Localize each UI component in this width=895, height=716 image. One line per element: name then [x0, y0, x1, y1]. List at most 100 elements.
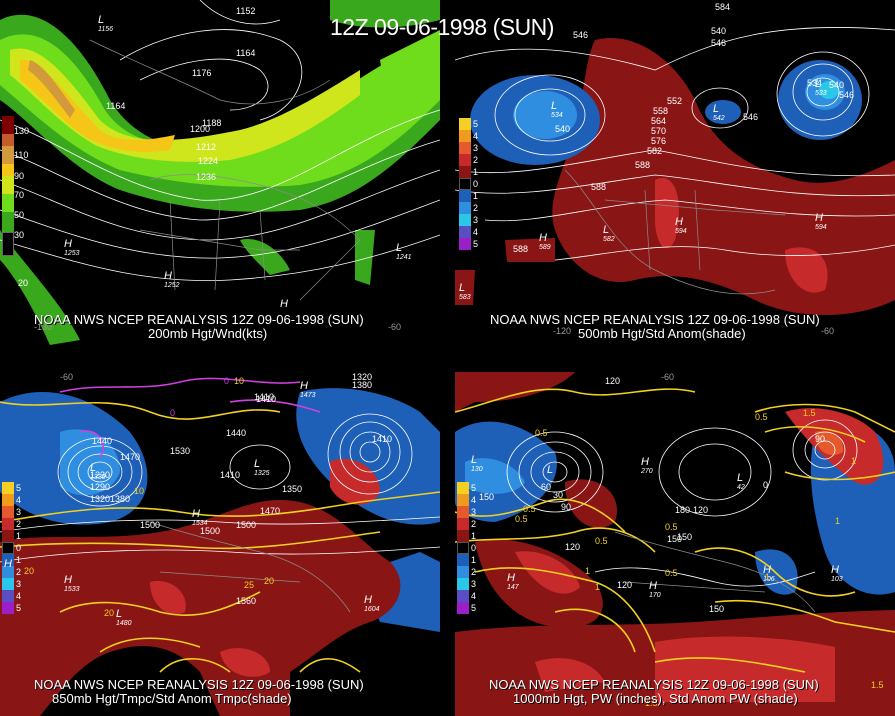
anomaly-legend-neg2: 2	[473, 203, 479, 213]
contour-label: 1470	[120, 452, 141, 462]
contour-label: 1380	[110, 494, 131, 504]
high-pressure-center: H 1253	[64, 238, 80, 257]
temperature-label: 20	[264, 576, 275, 586]
anomaly-colorbar	[459, 118, 471, 250]
contour-label: 30	[553, 490, 564, 500]
anomaly-legend-5: 5	[16, 483, 22, 493]
contour-label: 1236	[196, 172, 217, 182]
panel-credit: NOAA NWS NCEP REANALYSIS 12Z 09-06-1998 …	[34, 312, 364, 327]
contour-label: 534	[807, 78, 823, 88]
anomaly-legend-neg2: 2	[471, 567, 477, 577]
contour-label: 1320	[90, 494, 111, 504]
anomaly-legend-2: 2	[471, 519, 477, 529]
contour-label: 1320	[352, 372, 373, 382]
panel-200mb: 130 110 90 70 50 30 1152 1164 1176 1164 …	[0, 0, 440, 345]
wind-legend-70: 70	[14, 190, 25, 200]
contour-label: 1176	[192, 68, 212, 78]
anomaly-legend-3: 3	[473, 143, 479, 153]
contour-label: 1230	[90, 470, 111, 480]
contour-label: 150	[677, 532, 693, 542]
temperature-label: 20	[24, 566, 35, 576]
contour-label: 120	[605, 376, 621, 386]
pw-label: 1	[765, 572, 771, 582]
high-pressure-center: H	[280, 298, 288, 310]
anomaly-legend-neg5: 5	[16, 603, 22, 613]
pw-label: 0.5	[523, 504, 536, 514]
high-pressure-center: H 170	[649, 580, 661, 599]
anomaly-legend-3: 3	[471, 507, 477, 517]
anomaly-legend-4: 4	[16, 495, 22, 505]
wind-legend-50: 50	[14, 210, 25, 220]
low-pressure-center: L 1480	[116, 608, 132, 627]
anomaly-legend-4: 4	[473, 131, 479, 141]
pw-label: 1.5	[645, 698, 658, 708]
high-pressure-center: H 1534	[192, 508, 208, 527]
low-pressure-center: L 130	[471, 454, 483, 473]
anomaly-legend-1: 1	[16, 531, 22, 541]
pw-label: 0.5	[665, 568, 678, 578]
pw-label: 1.5	[871, 680, 884, 690]
low-pressure-center: L 542	[713, 103, 725, 122]
longitude-label: -60	[60, 372, 74, 382]
anomaly-legend-neg2: 2	[16, 567, 22, 577]
panel-850mb: 5 4 3 2 1 0 1 2 3 4 5 L 1330 L 1325 L 1480 …	[0, 372, 440, 716]
low-pressure-center: L 534	[551, 100, 563, 119]
low-pressure-center: L 1325	[254, 458, 270, 477]
contour-label: 588	[513, 244, 529, 254]
high-pressure-center: H 270	[641, 456, 653, 475]
contour-label: 552	[667, 96, 683, 106]
anomaly-legend-neg5: 5	[473, 239, 479, 249]
wind-legend-90: 90	[14, 171, 25, 181]
contour-label: 576	[651, 136, 667, 146]
contour-label: 1212	[196, 142, 217, 152]
contour-label: 540	[555, 124, 571, 134]
contour-label: 584	[715, 2, 731, 12]
contour-label: 546	[743, 112, 759, 122]
contour-label: 1560	[236, 596, 257, 606]
panel-credit: NOAA NWS NCEP REANALYSIS 12Z 09-06-1998 …	[489, 677, 819, 692]
map-850mb-svg	[0, 377, 440, 716]
temperature-label: 0	[224, 376, 230, 386]
high-pressure-center: H 594	[815, 212, 827, 231]
map-200mb-svg	[0, 0, 440, 345]
high-pressure-center: H 589	[539, 232, 551, 251]
high-pressure-center: H 103	[831, 564, 843, 583]
panel-credit: NOAA NWS NCEP REANALYSIS 12Z 09-06-1998 …	[34, 677, 364, 692]
contour-label: 588	[635, 160, 651, 170]
contour-extra-label: 20	[18, 278, 29, 288]
contour-label: 150	[667, 534, 683, 544]
contour-label: 570	[651, 126, 667, 136]
anomaly-legend-2: 2	[473, 155, 479, 165]
contour-label: 1410	[256, 394, 277, 404]
low-pressure-center: L 1241	[396, 242, 412, 261]
low-pressure-center: L 583	[459, 282, 471, 301]
contour-label: 90	[815, 434, 826, 444]
pw-label: 1	[585, 566, 591, 576]
contour-label: 582	[647, 146, 663, 156]
contour-label: 1530	[170, 446, 191, 456]
contour-label: 1188	[202, 118, 222, 128]
high-pressure-center: H 1533	[64, 574, 80, 593]
high-pressure-center: H 106	[763, 564, 775, 583]
anomaly-legend-neg1: 1	[16, 555, 22, 565]
pw-label: 0.5	[515, 514, 528, 524]
contour-label: 120	[565, 542, 581, 552]
panel-subtitle: 500mb Hgt/Std Anom(shade)	[578, 326, 746, 341]
temperature-label: 10	[134, 486, 145, 496]
low-pressure-center: L 42	[737, 472, 745, 491]
contour-label: 1470	[260, 506, 281, 516]
anomaly-legend-neg5: 5	[471, 603, 477, 613]
contour-label: 1350	[282, 484, 303, 494]
temperature-label: 10	[234, 376, 245, 386]
contour-label: 546	[839, 90, 855, 100]
anomaly-legend-neg3: 3	[471, 579, 477, 589]
anomaly-legend-3: 3	[16, 507, 22, 517]
high-pressure-center: H 594	[675, 216, 687, 235]
wind-legend-130: 130	[14, 126, 30, 136]
anomaly-legend-neg3: 3	[16, 579, 22, 589]
anomaly-legend-0: 0	[473, 179, 479, 189]
contour-label: 150	[479, 492, 495, 502]
contour-label: 546	[573, 30, 589, 40]
panel-500mb: 5 4 3 2 1 0 1 2 3 4 5 L 534 L 542 L 533 L 58…	[455, 0, 895, 345]
